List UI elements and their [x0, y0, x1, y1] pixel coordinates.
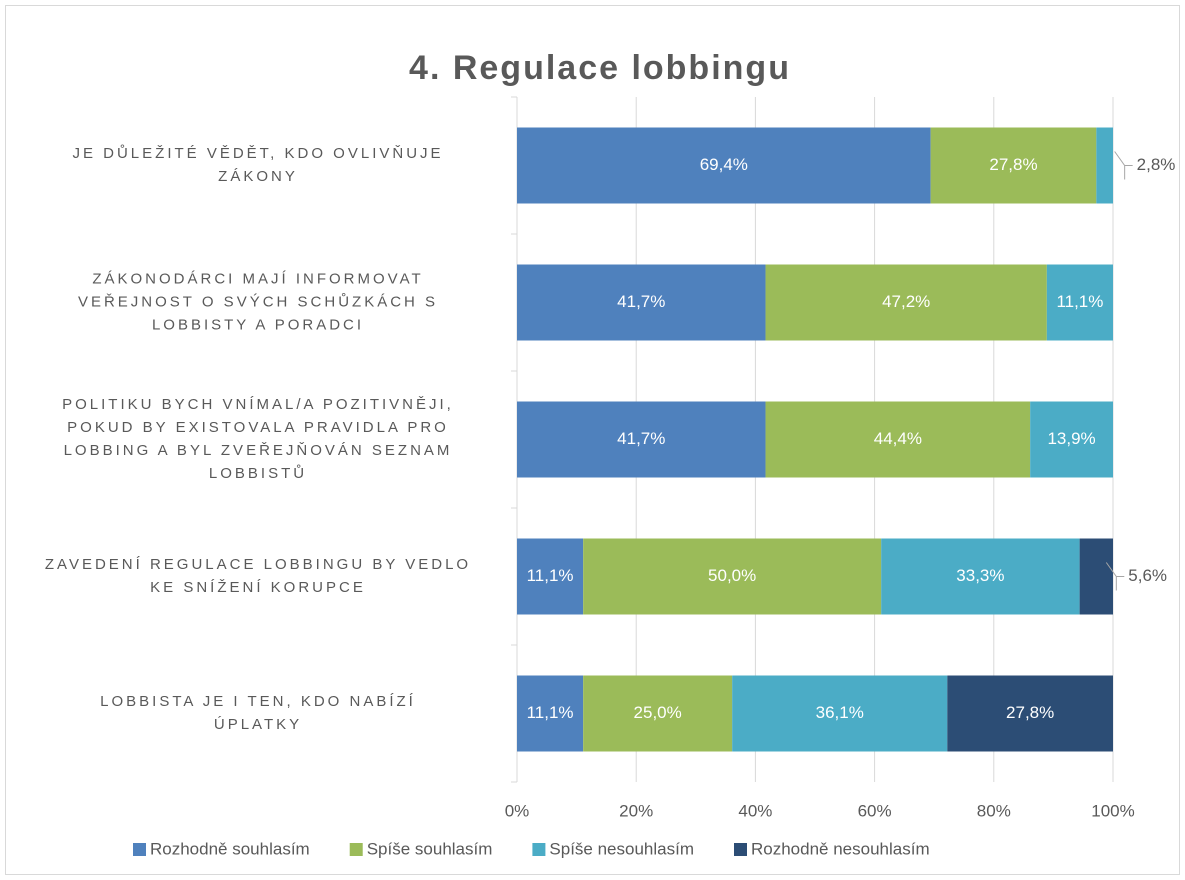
- bar-segment: [1030, 401, 1113, 478]
- category-label: ZAVEDENÍ REGULACE LOBBINGU BY VEDLO KE SN…: [45, 556, 471, 596]
- bar-segment: [1096, 127, 1113, 204]
- bar-segment: [517, 538, 584, 615]
- bar-segment: [517, 127, 931, 204]
- bar-segment: [947, 675, 1113, 752]
- bar-segment: [1046, 264, 1113, 341]
- chart-title: 4. Regulace lobbingu: [409, 49, 791, 87]
- leader-line: [1105, 562, 1125, 591]
- bar-segment: [517, 401, 766, 478]
- value-label: 44,4%: [874, 429, 922, 448]
- value-label: 27,8%: [989, 155, 1037, 174]
- legend-swatch: [133, 843, 146, 856]
- x-tick-label: 80%: [977, 801, 1011, 820]
- bar-segment: [517, 264, 766, 341]
- value-label: 25,0%: [634, 703, 682, 722]
- x-tick-label: 100%: [1091, 801, 1134, 820]
- leader-line: [1114, 151, 1133, 180]
- category-label: JE DŮLEŽITÉ VĚDĚT, KDO OVLIVŇUJE ZÁKONY: [72, 144, 443, 185]
- bar-segment: [583, 675, 733, 752]
- value-label: 41,7%: [617, 292, 665, 311]
- legend-swatch: [532, 843, 546, 856]
- value-label: 47,2%: [882, 292, 930, 311]
- bar-segment: [732, 675, 948, 752]
- bar-segment: [881, 538, 1080, 615]
- bar-segment: [930, 127, 1097, 204]
- bar-segment: [583, 538, 882, 615]
- category-label: POLITIKU BYCH VNÍMAL/A POZITIVNĚJI, POKUD…: [62, 396, 454, 482]
- bar-segment: [517, 675, 584, 752]
- bar-segment: [765, 264, 1047, 341]
- value-label: 13,9%: [1047, 429, 1095, 448]
- value-label: 2,8%: [1137, 155, 1176, 174]
- value-label: 27,8%: [1006, 703, 1054, 722]
- category-label: LOBBISTA JE I TEN, KDO NABÍZÍ ÚPLATKY: [100, 693, 416, 733]
- value-label: 50,0%: [708, 566, 756, 585]
- legend-label: Rozhodně souhlasím: [150, 839, 310, 858]
- bar-segment: [1079, 538, 1113, 615]
- value-label: 36,1%: [816, 703, 864, 722]
- legend-swatch: [349, 843, 363, 856]
- x-tick-label: 40%: [738, 801, 772, 820]
- legend-label: Spíše souhlasím: [367, 839, 493, 858]
- value-label: 5,6%: [1128, 566, 1167, 585]
- value-label: 11,1%: [1056, 292, 1103, 311]
- legend-label: Spíše nesouhlasím: [549, 839, 694, 858]
- x-tick-label: 20%: [619, 801, 653, 820]
- x-tick-label: 0%: [505, 801, 530, 820]
- legend-swatch: [734, 843, 747, 856]
- value-label: 11,1%: [527, 703, 574, 722]
- x-tick-label: 60%: [858, 801, 892, 820]
- value-label: 41,7%: [617, 429, 665, 448]
- value-label: 33,3%: [956, 566, 1004, 585]
- legend-label: Rozhodně nesouhlasím: [751, 839, 930, 858]
- value-label: 69,4%: [700, 155, 748, 174]
- value-label: 11,1%: [527, 566, 574, 585]
- bar-segment: [765, 401, 1031, 478]
- category-label: ZÁKONODÁRCI MAJÍ INFORMOVAT VEŘEJNOST O S…: [78, 270, 438, 333]
